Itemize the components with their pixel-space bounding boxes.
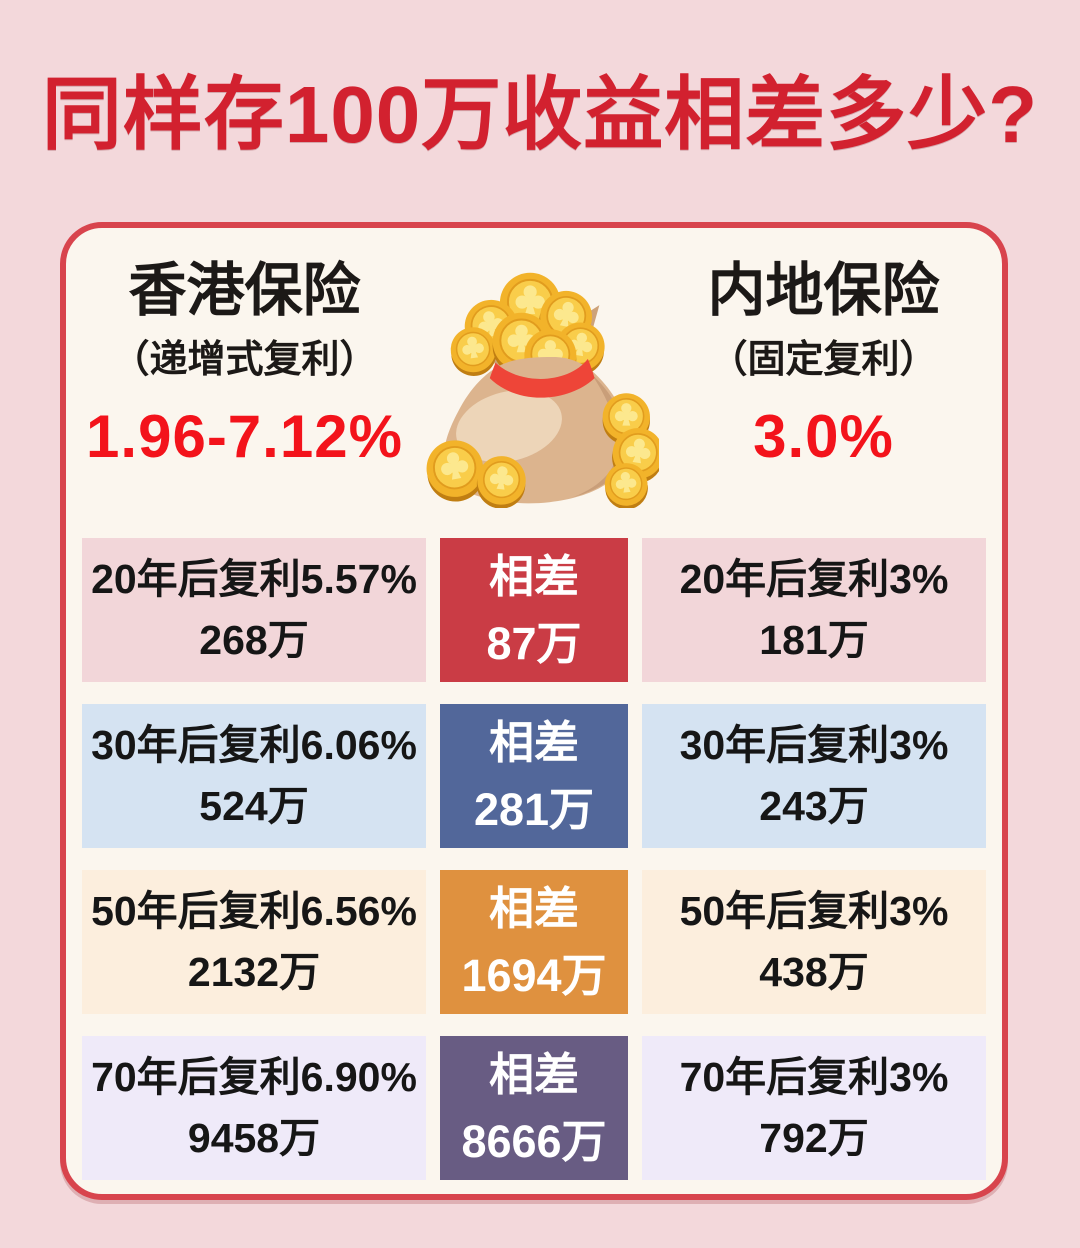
mainland-value-cell-30y: 30年后复利3% 243万 [642,704,986,848]
mainland-value-cell-20y: 20年后复利3% 181万 [642,538,986,682]
hk-rate-30y: 30年后复利6.06% [91,721,417,768]
hk-amount-20y: 268万 [199,617,309,663]
mainland-insurance-name: 内地保险 [707,258,940,323]
comparison-card: 香港保险 （递增式复利） 1.96-7.12% [60,222,1008,1200]
card-header: 香港保险 （递增式复利） 1.96-7.12% [66,228,1002,508]
hk-rate-50y: 50年后复利6.56% [91,887,417,934]
hk-value-cell-70y: 70年后复利6.90% 9458万 [82,1036,426,1180]
hk-amount-70y: 9458万 [187,1115,321,1161]
difference-cell-70y: 相差 8666万 [440,1036,628,1180]
hk-value-cell-30y: 30年后复利6.06% 524万 [82,704,426,848]
hk-rate-70y: 70年后复利6.90% [91,1053,417,1100]
difference-cell-20y: 相差 87万 [440,538,628,682]
mainland-amount-30y: 243万 [759,783,869,829]
difference-value-70y: 8666万 [461,1116,607,1167]
difference-value-30y: 281万 [473,784,595,835]
mainland-rate-20y: 20年后复利3% [679,555,949,602]
difference-label-70y: 相差 [488,1048,579,1100]
money-bag-icon [421,271,659,508]
hk-amount-50y: 2132万 [187,949,321,995]
difference-label-50y: 相差 [488,882,579,934]
hk-value-cell-20y: 20年后复利5.57% 268万 [82,538,426,682]
difference-cell-30y: 相差 281万 [440,704,628,848]
mainland-rate-50y: 50年后复利3% [679,887,949,934]
mainland-amount-20y: 181万 [759,617,869,663]
mainland-rate-30y: 30年后复利3% [679,721,949,768]
difference-value-50y: 1694万 [461,950,607,1001]
mainland-value-cell-70y: 70年后复利3% 792万 [642,1036,986,1180]
hk-insurance-name: 香港保险 [128,258,361,323]
difference-value-20y: 87万 [486,618,582,669]
mainland-rate-70y: 70年后复利3% [679,1053,949,1100]
mainland-insurance-header: 内地保险 （固定复利） 3.0% [659,256,988,473]
mainland-insurance-type: （固定复利） [709,338,938,381]
difference-cell-50y: 相差 1694万 [440,870,628,1014]
hk-amount-30y: 524万 [199,783,309,829]
page-title: 同样存100万收益相差多少? [41,70,1039,159]
hk-insurance-header: 香港保险 （递增式复利） 1.96-7.12% [80,256,409,473]
mainland-value-cell-50y: 50年后复利3% 438万 [642,870,986,1014]
difference-label-30y: 相差 [488,716,579,768]
hk-insurance-type: （递增式复利） [111,338,378,381]
difference-label-20y: 相差 [488,550,579,602]
mainland-insurance-rate: 3.0% [753,403,894,471]
hk-insurance-rate: 1.96-7.12% [86,403,403,471]
mainland-amount-70y: 792万 [759,1115,869,1161]
center-illustration [409,256,659,508]
mainland-amount-50y: 438万 [759,949,869,995]
hk-rate-20y: 20年后复利5.57% [91,555,417,602]
comparison-table: 20年后复利5.57% 268万 相差 87万 20年后复利3% 181万 30… [82,538,986,1180]
hk-value-cell-50y: 50年后复利6.56% 2132万 [82,870,426,1014]
